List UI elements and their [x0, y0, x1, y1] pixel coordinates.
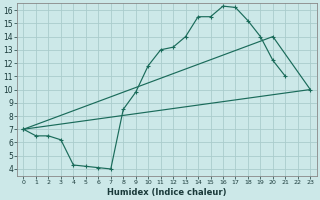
- X-axis label: Humidex (Indice chaleur): Humidex (Indice chaleur): [107, 188, 227, 197]
